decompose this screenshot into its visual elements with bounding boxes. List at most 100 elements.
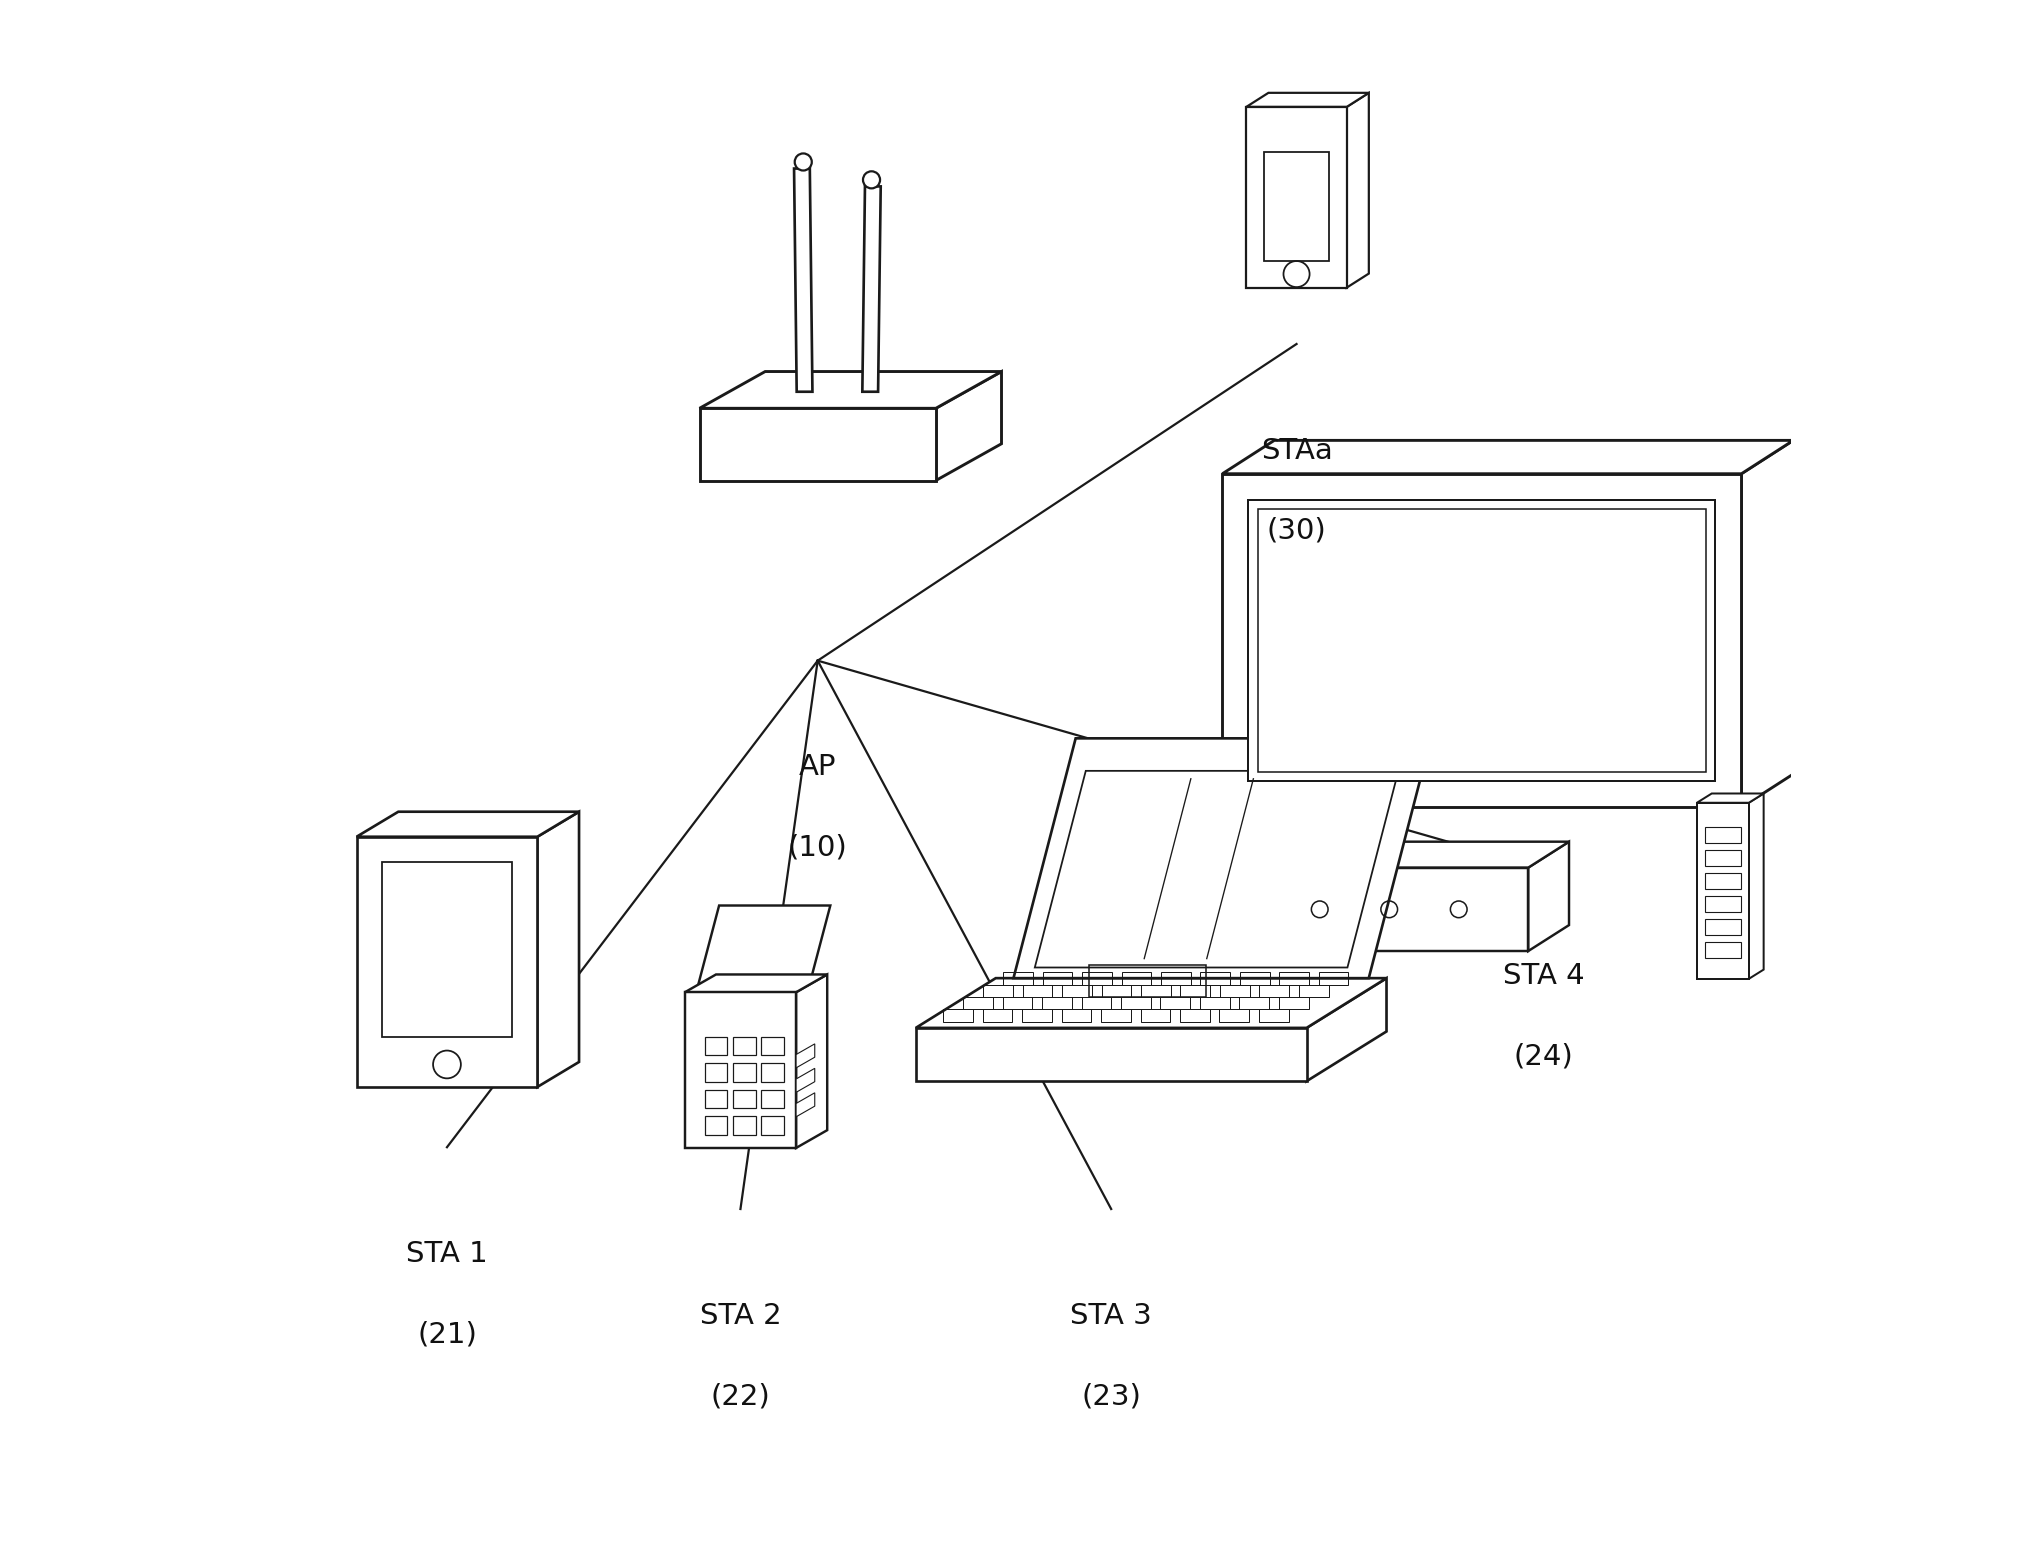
Bar — [733, 1064, 756, 1082]
Bar — [1220, 1009, 1249, 1022]
Bar — [1141, 985, 1171, 997]
Polygon shape — [699, 408, 935, 480]
Polygon shape — [796, 1068, 815, 1092]
Bar — [1220, 985, 1249, 997]
Bar — [1088, 964, 1206, 997]
Bar — [705, 1117, 727, 1135]
Polygon shape — [794, 169, 813, 391]
Polygon shape — [1035, 770, 1399, 968]
Text: STA 2: STA 2 — [699, 1301, 782, 1329]
Bar — [1259, 985, 1289, 997]
Text: (23): (23) — [1082, 1382, 1141, 1410]
Polygon shape — [684, 974, 827, 992]
Bar — [1705, 941, 1742, 958]
Bar — [982, 1009, 1012, 1022]
Bar — [1023, 985, 1053, 997]
Text: (10): (10) — [788, 834, 847, 862]
Bar — [1161, 997, 1190, 1009]
Bar — [705, 1037, 727, 1056]
Polygon shape — [538, 812, 579, 1087]
Polygon shape — [1251, 868, 1528, 950]
Text: (30): (30) — [1267, 517, 1326, 545]
Bar — [1181, 985, 1210, 997]
Bar — [1279, 997, 1308, 1009]
Bar — [1179, 1009, 1210, 1022]
Bar — [733, 1090, 756, 1109]
Text: (24): (24) — [1513, 1042, 1573, 1070]
Polygon shape — [1346, 93, 1369, 287]
Polygon shape — [699, 371, 1002, 408]
Polygon shape — [1697, 803, 1750, 978]
Text: (22): (22) — [711, 1382, 770, 1410]
Bar — [964, 997, 992, 1009]
Bar — [733, 1117, 756, 1135]
Polygon shape — [381, 862, 513, 1037]
Bar — [1082, 972, 1112, 985]
Polygon shape — [1247, 107, 1346, 287]
Bar — [762, 1090, 784, 1109]
Bar — [1061, 985, 1092, 997]
Polygon shape — [1265, 152, 1328, 261]
Polygon shape — [1697, 794, 1764, 803]
Bar — [1200, 997, 1230, 1009]
Bar — [943, 1009, 974, 1022]
Bar — [1300, 985, 1328, 997]
Bar — [705, 1090, 727, 1109]
Circle shape — [864, 171, 880, 188]
Bar — [705, 1064, 727, 1082]
Bar — [1259, 1009, 1289, 1022]
Polygon shape — [1528, 842, 1568, 950]
Bar — [1061, 1009, 1092, 1022]
Bar — [1043, 972, 1071, 985]
Text: STAa: STAa — [1261, 436, 1332, 464]
Bar — [1705, 828, 1742, 843]
Bar — [1120, 997, 1151, 1009]
Bar — [733, 1037, 756, 1056]
Polygon shape — [684, 992, 796, 1148]
Polygon shape — [1247, 93, 1369, 107]
Polygon shape — [695, 905, 831, 1000]
Bar — [1279, 972, 1310, 985]
Polygon shape — [1222, 441, 1793, 474]
Polygon shape — [1750, 794, 1764, 978]
Bar — [1705, 919, 1742, 935]
Text: STA 4: STA 4 — [1503, 961, 1585, 989]
Bar — [762, 1117, 784, 1135]
Bar — [1318, 972, 1348, 985]
Bar — [1023, 1009, 1051, 1022]
Polygon shape — [862, 186, 880, 391]
Polygon shape — [796, 1044, 815, 1068]
Bar — [1241, 972, 1269, 985]
Polygon shape — [1306, 978, 1387, 1081]
Bar — [1705, 896, 1742, 912]
Bar — [1238, 997, 1269, 1009]
Bar — [1102, 1009, 1131, 1022]
Polygon shape — [356, 812, 579, 837]
Polygon shape — [796, 974, 827, 1148]
Polygon shape — [917, 978, 1387, 1028]
Polygon shape — [1249, 500, 1715, 781]
Polygon shape — [356, 837, 538, 1087]
Bar — [762, 1064, 784, 1082]
Bar — [762, 1037, 784, 1056]
Text: AP: AP — [799, 753, 837, 781]
Polygon shape — [1251, 842, 1568, 868]
Bar — [1200, 972, 1230, 985]
Text: (21): (21) — [418, 1320, 477, 1348]
Circle shape — [794, 154, 813, 171]
Polygon shape — [1257, 509, 1707, 772]
Polygon shape — [1742, 441, 1793, 808]
Polygon shape — [796, 1093, 815, 1117]
Bar — [1082, 997, 1110, 1009]
Bar — [1141, 1009, 1169, 1022]
Bar — [1043, 997, 1071, 1009]
Polygon shape — [917, 1028, 1306, 1081]
Bar — [1705, 873, 1742, 888]
Text: STA 1: STA 1 — [405, 1239, 487, 1267]
Bar — [1161, 972, 1190, 985]
Polygon shape — [935, 371, 1002, 480]
Bar — [1705, 851, 1742, 867]
Polygon shape — [1014, 738, 1430, 978]
Bar — [1122, 972, 1151, 985]
Bar — [1002, 972, 1033, 985]
